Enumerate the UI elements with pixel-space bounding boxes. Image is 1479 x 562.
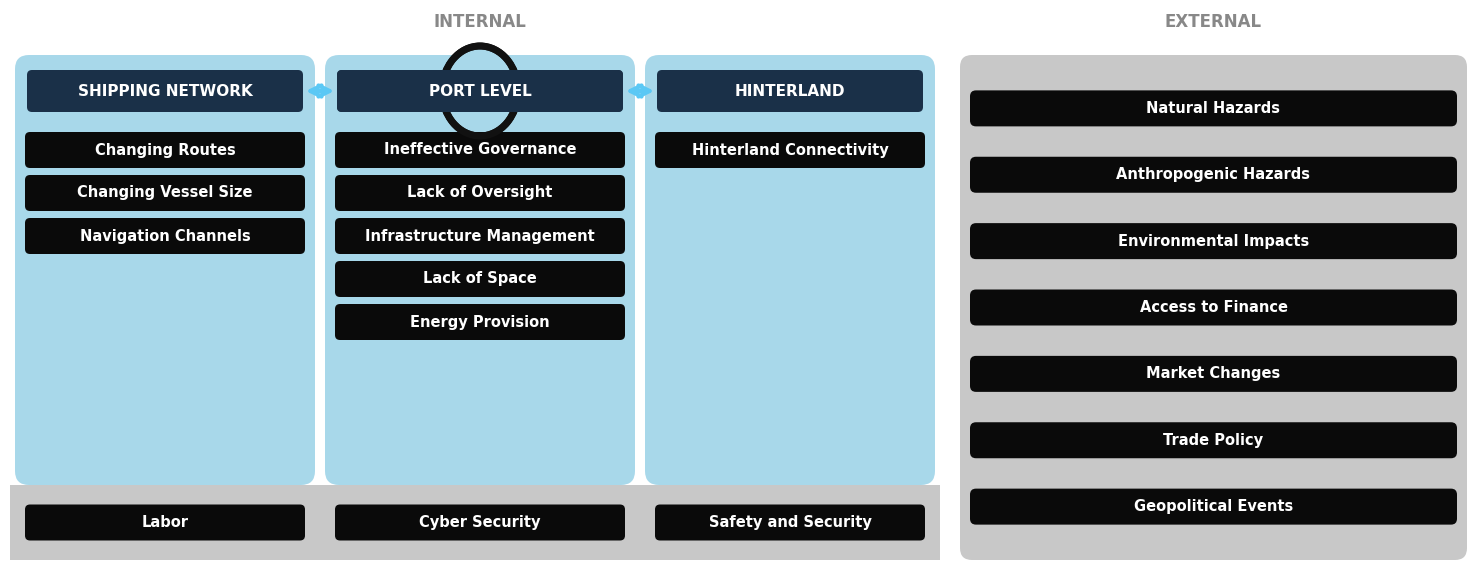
FancyBboxPatch shape bbox=[970, 157, 1457, 193]
Ellipse shape bbox=[442, 46, 518, 136]
Text: INTERNAL: INTERNAL bbox=[433, 13, 527, 31]
Text: Lack of Oversight: Lack of Oversight bbox=[407, 185, 553, 201]
FancyBboxPatch shape bbox=[970, 488, 1457, 524]
Text: Changing Vessel Size: Changing Vessel Size bbox=[77, 185, 253, 201]
Text: Anthropogenic Hazards: Anthropogenic Hazards bbox=[1117, 167, 1310, 182]
FancyBboxPatch shape bbox=[336, 218, 626, 254]
FancyBboxPatch shape bbox=[336, 175, 626, 211]
FancyBboxPatch shape bbox=[655, 505, 924, 541]
Text: Infrastructure Management: Infrastructure Management bbox=[365, 229, 595, 243]
Text: Lack of Space: Lack of Space bbox=[423, 271, 537, 287]
FancyBboxPatch shape bbox=[25, 175, 305, 211]
FancyBboxPatch shape bbox=[336, 505, 626, 541]
Text: Market Changes: Market Changes bbox=[1146, 366, 1281, 382]
Text: PORT LEVEL: PORT LEVEL bbox=[429, 84, 531, 98]
Text: Environmental Impacts: Environmental Impacts bbox=[1118, 234, 1309, 248]
FancyBboxPatch shape bbox=[645, 55, 935, 485]
Text: Safety and Security: Safety and Security bbox=[708, 515, 871, 530]
Text: Ineffective Governance: Ineffective Governance bbox=[383, 143, 577, 157]
FancyBboxPatch shape bbox=[970, 289, 1457, 325]
FancyBboxPatch shape bbox=[970, 223, 1457, 259]
FancyBboxPatch shape bbox=[25, 132, 305, 168]
FancyBboxPatch shape bbox=[336, 261, 626, 297]
FancyBboxPatch shape bbox=[657, 70, 923, 112]
FancyBboxPatch shape bbox=[25, 505, 305, 541]
FancyBboxPatch shape bbox=[336, 132, 626, 168]
Text: Access to Finance: Access to Finance bbox=[1139, 300, 1288, 315]
Text: Hinterland Connectivity: Hinterland Connectivity bbox=[692, 143, 889, 157]
Text: Labor: Labor bbox=[142, 515, 188, 530]
FancyBboxPatch shape bbox=[970, 422, 1457, 458]
Text: Changing Routes: Changing Routes bbox=[95, 143, 235, 157]
FancyBboxPatch shape bbox=[336, 304, 626, 340]
Text: Geopolitical Events: Geopolitical Events bbox=[1134, 499, 1293, 514]
FancyBboxPatch shape bbox=[27, 70, 303, 112]
FancyBboxPatch shape bbox=[337, 70, 623, 112]
Text: Natural Hazards: Natural Hazards bbox=[1146, 101, 1281, 116]
Text: PORT LEVEL: PORT LEVEL bbox=[429, 84, 531, 98]
FancyBboxPatch shape bbox=[655, 132, 924, 168]
FancyBboxPatch shape bbox=[25, 218, 305, 254]
Text: Cyber Security: Cyber Security bbox=[419, 515, 541, 530]
FancyBboxPatch shape bbox=[970, 90, 1457, 126]
FancyBboxPatch shape bbox=[970, 356, 1457, 392]
FancyBboxPatch shape bbox=[337, 70, 623, 112]
Text: Navigation Channels: Navigation Channels bbox=[80, 229, 250, 243]
FancyBboxPatch shape bbox=[960, 55, 1467, 560]
Text: HINTERLAND: HINTERLAND bbox=[735, 84, 846, 98]
Text: SHIPPING NETWORK: SHIPPING NETWORK bbox=[77, 84, 253, 98]
FancyBboxPatch shape bbox=[325, 55, 634, 485]
FancyBboxPatch shape bbox=[10, 485, 941, 560]
FancyBboxPatch shape bbox=[15, 55, 315, 485]
Text: Trade Policy: Trade Policy bbox=[1164, 433, 1263, 448]
Text: Energy Provision: Energy Provision bbox=[410, 315, 550, 329]
Text: EXTERNAL: EXTERNAL bbox=[1165, 13, 1262, 31]
